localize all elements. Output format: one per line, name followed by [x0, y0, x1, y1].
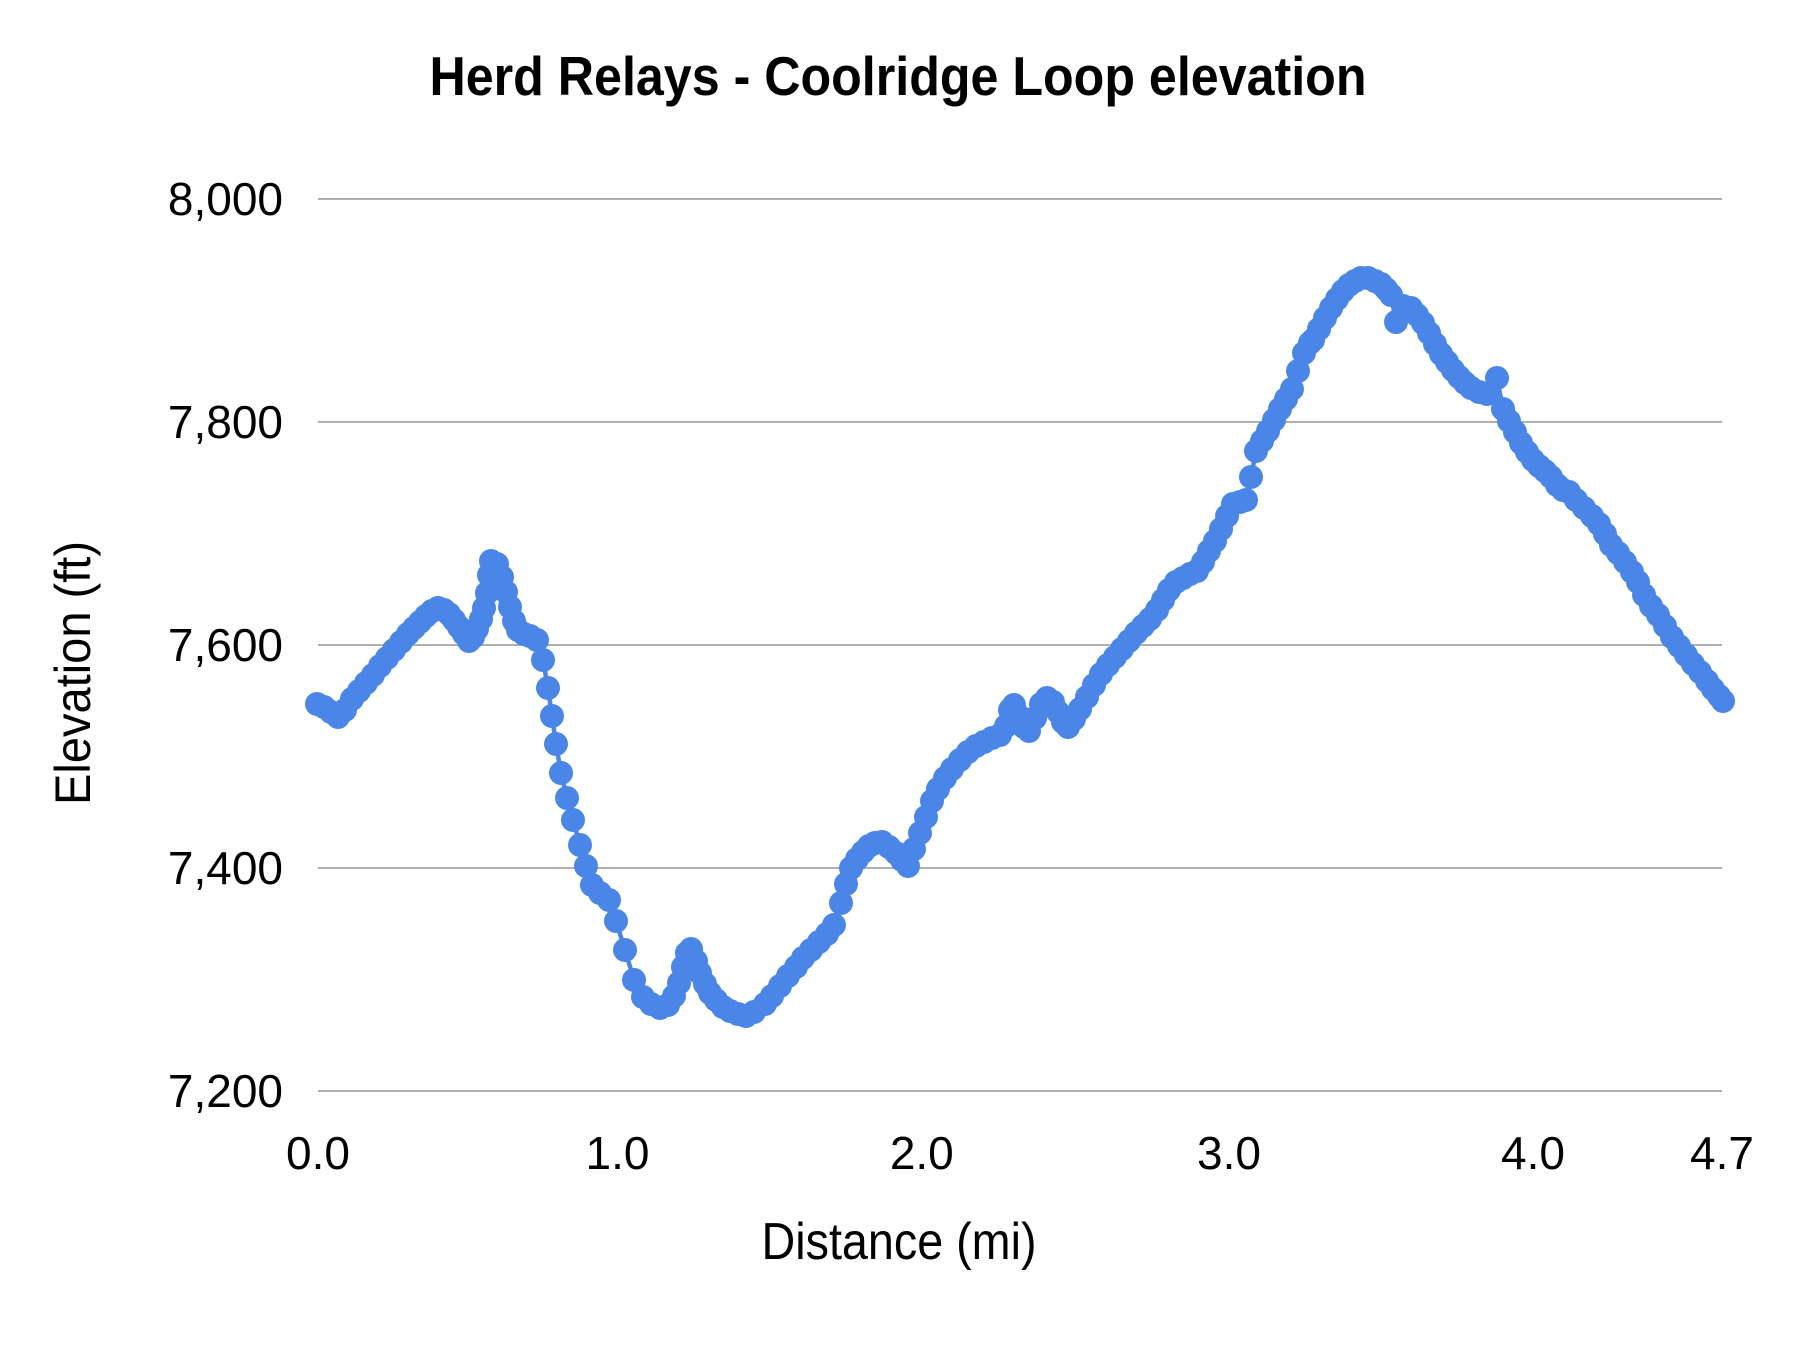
svg-text:7,800: 7,800 — [168, 396, 283, 448]
svg-text:8,000: 8,000 — [168, 173, 283, 225]
svg-text:Herd Relays - Coolridge Loop e: Herd Relays - Coolridge Loop elevation — [430, 45, 1367, 107]
svg-text:7,600: 7,600 — [168, 619, 283, 671]
svg-text:4.7: 4.7 — [1690, 1127, 1754, 1179]
svg-text:7,400: 7,400 — [168, 842, 283, 894]
svg-text:1.0: 1.0 — [586, 1127, 650, 1179]
svg-text:3.0: 3.0 — [1197, 1127, 1261, 1179]
svg-text:2.0: 2.0 — [890, 1127, 954, 1179]
svg-text:0.0: 0.0 — [286, 1127, 350, 1179]
svg-text:Distance (mi): Distance (mi) — [762, 1213, 1037, 1271]
svg-text:4.0: 4.0 — [1501, 1127, 1565, 1179]
svg-text:Elevation (ft): Elevation (ft) — [45, 541, 101, 805]
svg-text:7,200: 7,200 — [168, 1065, 283, 1117]
